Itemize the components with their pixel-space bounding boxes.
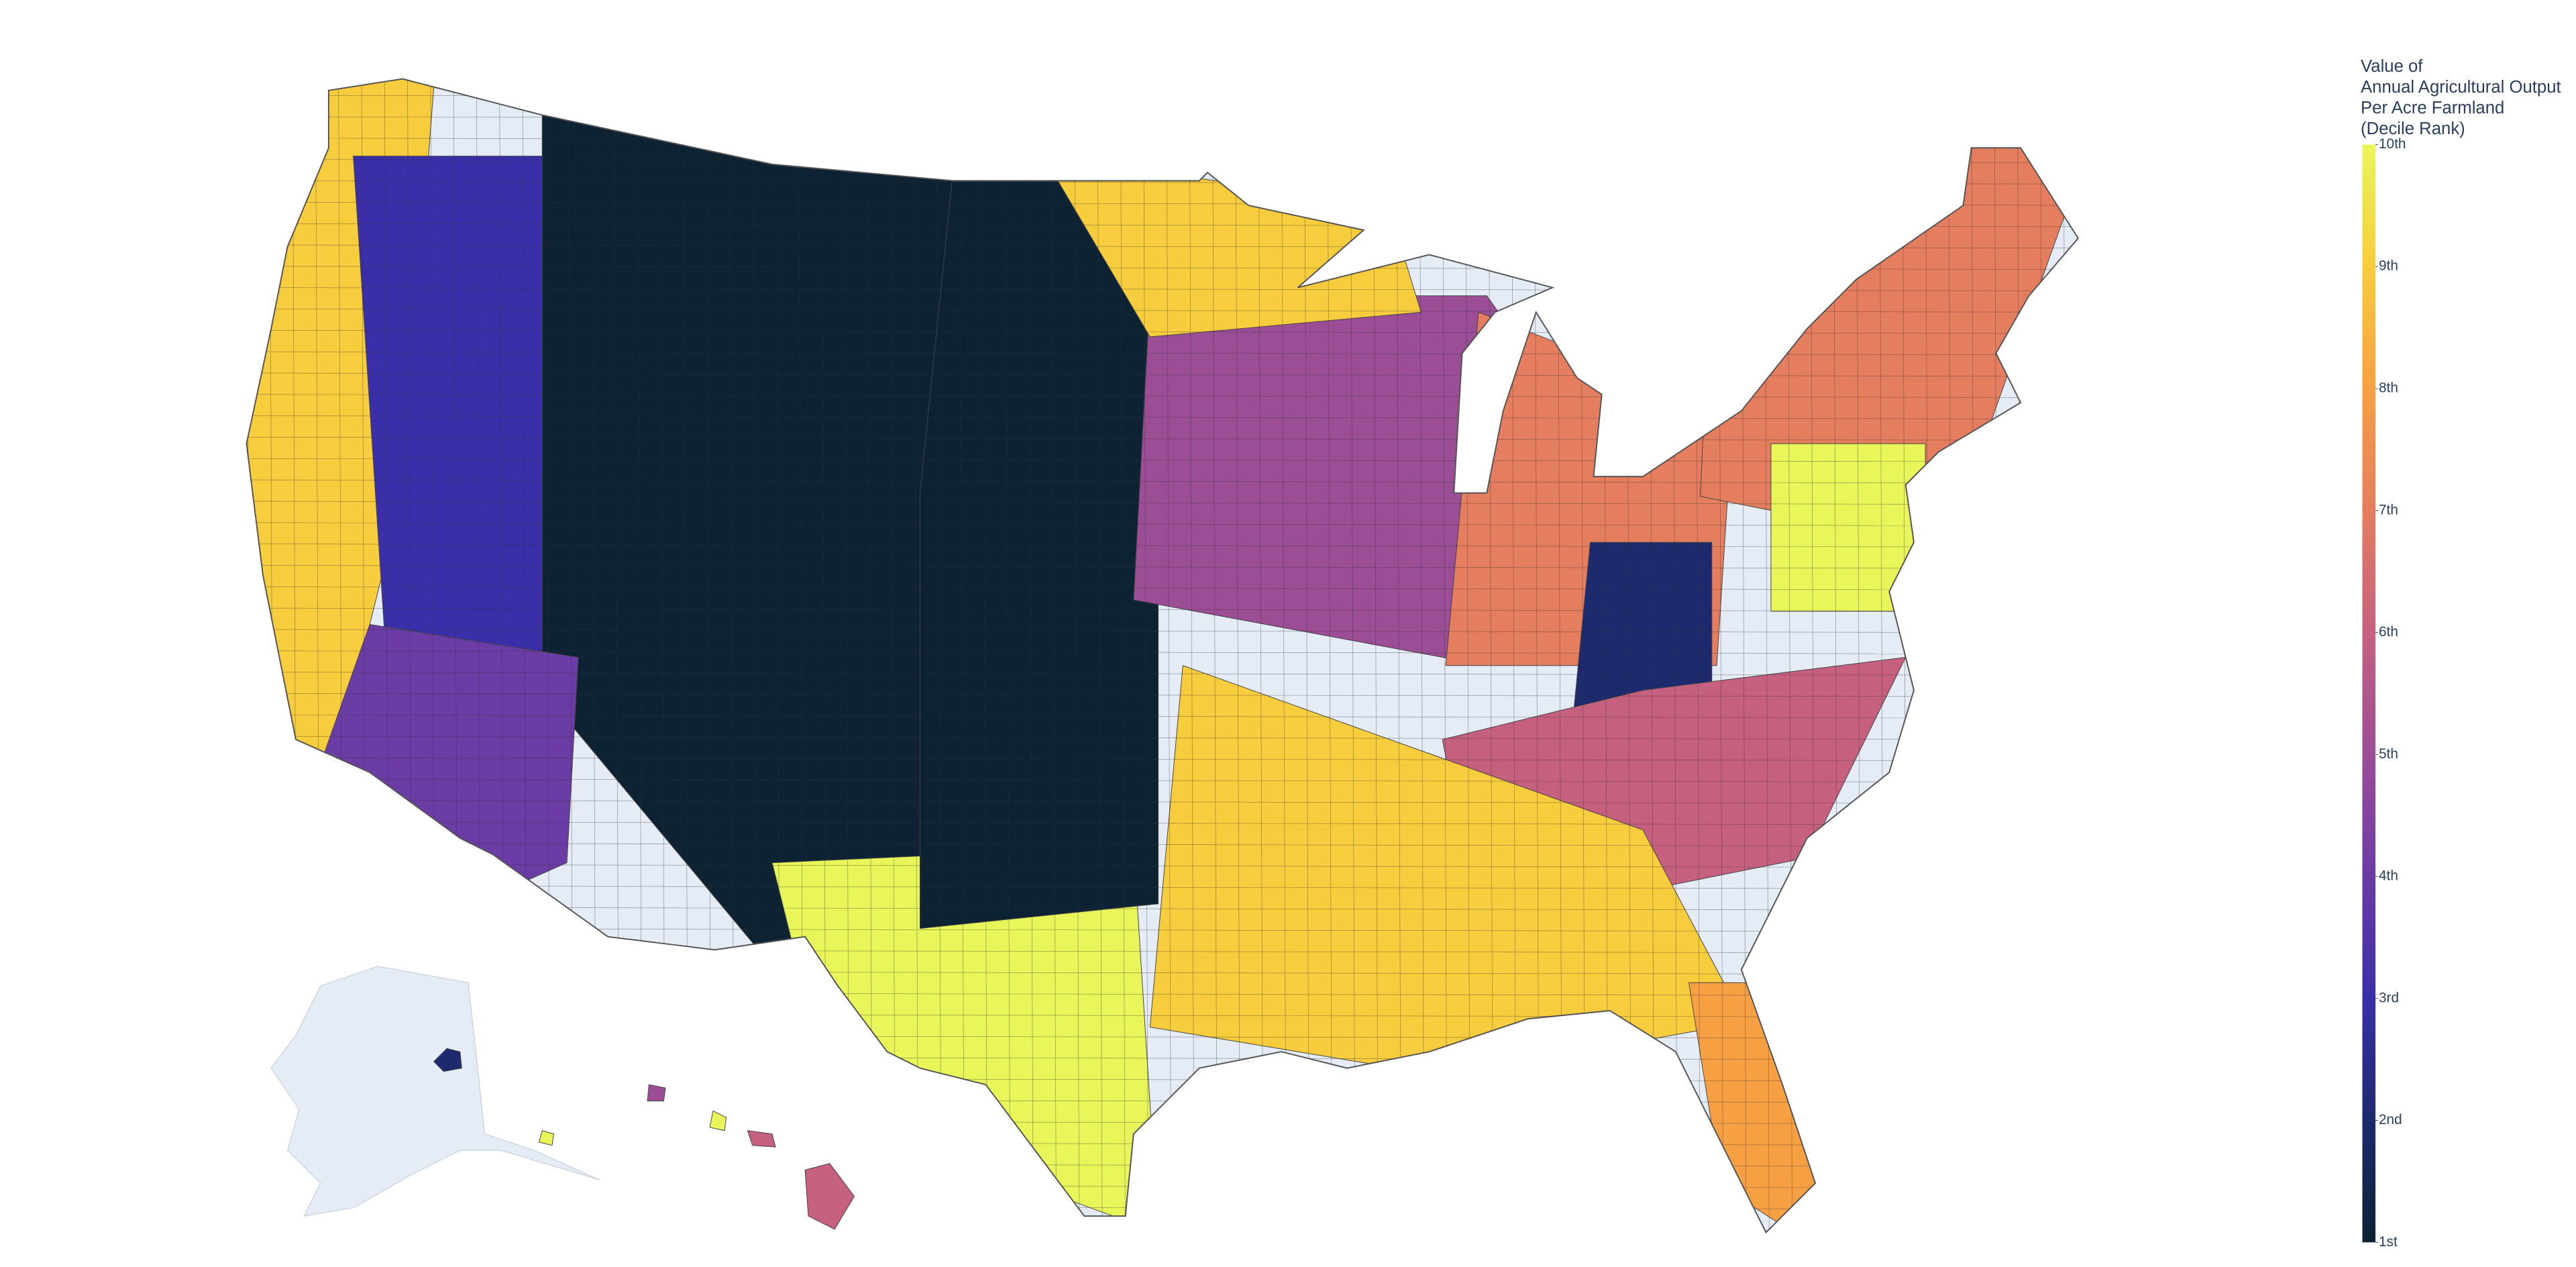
county-border — [246, 757, 2078, 762]
county-border — [1166, 79, 1172, 1233]
county-border — [982, 79, 988, 1233]
colorbar-tick-label: 7th — [2379, 502, 2398, 517]
colorbar-tick-label: 6th — [2379, 624, 2398, 640]
county-border — [1097, 79, 1103, 1233]
hawaii-island — [747, 1130, 776, 1148]
county-border — [246, 821, 2078, 825]
alaska-county — [433, 1048, 462, 1072]
county-border — [246, 522, 2078, 526]
county-border — [1005, 79, 1011, 1233]
county-border — [913, 79, 919, 1233]
county-border — [1074, 79, 1080, 1233]
alaska-hawaii — [270, 966, 855, 1230]
colorbar-tick-label: 8th — [2379, 380, 2398, 395]
county-border — [246, 479, 2078, 484]
county-border — [246, 629, 2078, 634]
colorbar-title: Value of — [2361, 57, 2423, 76]
county-border — [246, 736, 2078, 740]
county-region — [320, 623, 579, 897]
colorbar: Value of Annual Agricultural Output Per Ac… — [2361, 57, 2561, 1250]
county-border — [246, 800, 2078, 804]
colorbar-tick-label: 5th — [2379, 746, 2398, 762]
hawaii-island — [538, 1130, 554, 1146]
colorbar-title: Per Acre Farmland — [2361, 99, 2504, 117]
county-border — [246, 693, 2078, 697]
hawaii-island — [709, 1110, 727, 1131]
colorbar-gradient — [2362, 144, 2376, 1243]
hawaii-island — [647, 1084, 666, 1102]
colorbar-tick-label: 4th — [2379, 868, 2398, 884]
county-border — [246, 607, 2078, 612]
us-outline — [246, 78, 2080, 1234]
county-border — [246, 351, 2078, 356]
county-border — [246, 544, 2078, 548]
colorbar-tick-label: 3rd — [2379, 990, 2399, 1005]
hawaii-island — [804, 1163, 855, 1230]
county-border — [1189, 79, 1195, 1233]
county-border — [1120, 79, 1126, 1233]
county-border — [246, 458, 2078, 462]
colorbar-tick-label: 1st — [2379, 1234, 2398, 1250]
county-border — [246, 415, 2078, 419]
county-border — [246, 714, 2078, 719]
county-border — [246, 372, 2078, 377]
alaska — [270, 966, 600, 1217]
colorbar-tick-label: 10th — [2379, 136, 2406, 152]
county-border — [1143, 79, 1149, 1233]
county-border — [959, 79, 965, 1233]
county-border — [246, 437, 2078, 441]
county-border — [246, 650, 2078, 654]
county-border — [246, 565, 2078, 569]
county-border — [246, 864, 2078, 868]
colorbar-tick-label: 2nd — [2379, 1112, 2402, 1127]
colorbar-title: (Decile Rank) — [2361, 119, 2465, 138]
county-border — [246, 672, 2078, 676]
county-border — [246, 586, 2078, 591]
county-border — [1051, 79, 1057, 1233]
county-border — [246, 394, 2078, 398]
county-border — [936, 79, 942, 1233]
county-border — [246, 842, 2078, 847]
colorbar-tick-label: 9th — [2379, 258, 2398, 274]
county-border — [1028, 79, 1034, 1233]
county-border — [246, 501, 2078, 505]
county-border — [246, 778, 2078, 782]
colorbar-title: Annual Agricultural Output — [2361, 78, 2561, 97]
